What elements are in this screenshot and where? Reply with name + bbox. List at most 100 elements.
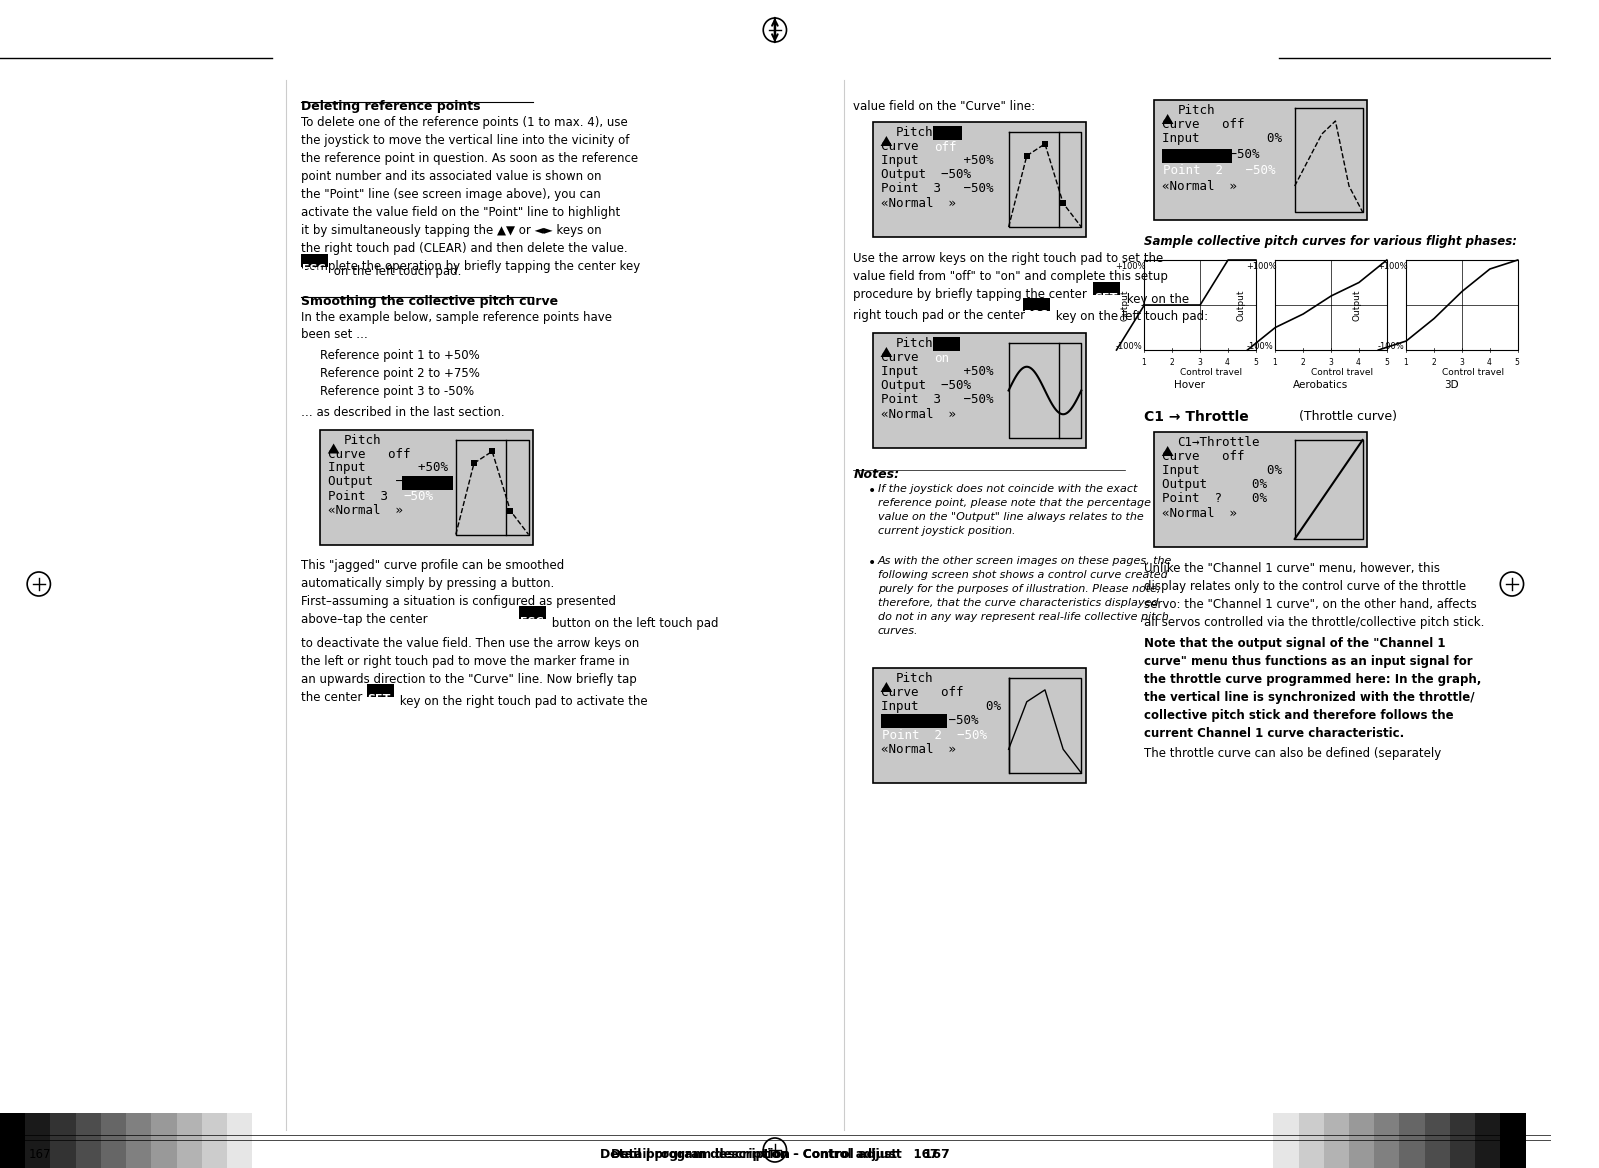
Text: Input       +50%: Input +50% [328, 461, 448, 474]
Bar [1500, 1113, 1525, 1168]
Text: C1→Throttle: C1→Throttle [1177, 436, 1260, 449]
Text: Output   −50%: Output −50% [881, 714, 979, 726]
Text: Output: Output [1236, 290, 1246, 321]
Text: Output   −50%: Output −50% [328, 475, 425, 488]
Text: Detail program description - Control adjust    167: Detail program description - Control adj… [611, 1148, 939, 1161]
Text: Input         0%: Input 0% [881, 700, 1001, 712]
Text: ESC: ESC [520, 617, 544, 627]
FancyBboxPatch shape [1154, 100, 1367, 220]
Text: on: on [934, 352, 948, 364]
Bar [507, 508, 513, 514]
Bar [1324, 1113, 1350, 1168]
Text: Point  3   −50%: Point 3 −50% [881, 392, 993, 406]
Text: Reference point 3 to -50%: Reference point 3 to -50% [320, 385, 475, 398]
Text: 3D: 3D [1444, 380, 1460, 390]
Text: «Normal  »: «Normal » [881, 197, 956, 210]
Text: Control travel: Control travel [1442, 368, 1505, 377]
FancyBboxPatch shape [873, 668, 1086, 783]
Text: button on the left touch pad: button on the left touch pad [548, 617, 718, 630]
Text: Curve   off: Curve off [1162, 450, 1244, 463]
Bar [101, 1113, 126, 1168]
Bar [1450, 1113, 1476, 1168]
Text: Point  3: Point 3 [328, 489, 403, 502]
Text: ESC: ESC [1023, 310, 1047, 320]
Text: Curve   off: Curve off [881, 686, 963, 698]
Text: «Normal  »: «Normal » [881, 408, 956, 420]
Text: Point  2   −50%: Point 2 −50% [1162, 164, 1276, 178]
Text: 4: 4 [1225, 359, 1230, 367]
Text: 3: 3 [1329, 359, 1334, 367]
Text: Hover: Hover [1174, 380, 1206, 390]
Bar [1273, 1113, 1298, 1168]
Text: 2: 2 [1431, 359, 1436, 367]
Text: •: • [868, 484, 876, 498]
Text: Reference point 2 to +75%: Reference point 2 to +75% [320, 368, 480, 381]
Text: As with the other screen images on these pages, the
following screen shot shows : As with the other screen images on these… [878, 556, 1172, 637]
Text: Note that the output signal of the "Channel 1
curve" menu thus functions as an i: Note that the output signal of the "Chan… [1145, 637, 1482, 741]
Text: Point  ?    0%: Point ? 0% [1162, 492, 1266, 505]
Text: -100%: -100% [1115, 342, 1142, 352]
Bar [403, 475, 453, 489]
Text: Output  −50%: Output −50% [881, 168, 971, 181]
Text: value field on the "Curve" line:: value field on the "Curve" line: [854, 100, 1036, 113]
Text: off: off [934, 141, 956, 154]
Text: If the joystick does not coincide with the exact
reference point, please note th: If the joystick does not coincide with t… [878, 484, 1151, 536]
Text: +100%: +100% [1115, 262, 1146, 271]
Text: (Throttle curve): (Throttle curve) [1298, 410, 1396, 423]
Text: Point  3   −50%: Point 3 −50% [881, 182, 993, 195]
Polygon shape [1162, 446, 1174, 456]
Bar [1298, 1113, 1324, 1168]
Text: Pitch: Pitch [344, 433, 381, 446]
Bar [253, 1113, 277, 1168]
Text: «Normal  »: «Normal » [881, 743, 956, 756]
Bar [472, 460, 477, 466]
Bar [1023, 298, 1051, 311]
Bar [26, 1113, 51, 1168]
Bar [227, 1113, 253, 1168]
Text: «Normal  »: «Normal » [328, 505, 403, 517]
Text: SET: SET [1094, 293, 1118, 303]
Text: ESC: ESC [302, 264, 325, 274]
Text: Smoothing the collective pitch curve: Smoothing the collective pitch curve [301, 294, 558, 307]
Text: 4: 4 [1487, 359, 1492, 367]
Polygon shape [1162, 114, 1174, 124]
Text: Control travel: Control travel [1180, 368, 1242, 377]
Text: «Normal  »: «Normal » [1162, 507, 1238, 520]
FancyBboxPatch shape [873, 121, 1086, 237]
Text: 2: 2 [1300, 359, 1305, 367]
FancyBboxPatch shape [1154, 432, 1367, 547]
Text: +100%: +100% [1377, 262, 1407, 271]
Text: Curve: Curve [881, 140, 934, 153]
Bar [1350, 1113, 1374, 1168]
Bar [0, 1113, 26, 1168]
Text: Output  −50%: Output −50% [881, 378, 971, 392]
Text: 5: 5 [1254, 359, 1258, 367]
Bar [301, 253, 328, 266]
Text: Curve   off: Curve off [1162, 118, 1244, 131]
Text: Use the arrow keys on the right touch pad to set the
value field from "off" to ": Use the arrow keys on the right touch pa… [854, 252, 1169, 301]
Text: 1: 1 [1404, 359, 1409, 367]
Text: to deactivate the value field. Then use the arrow keys on
the left or right touc: to deactivate the value field. Then use … [301, 637, 640, 704]
Text: Point  2  −50%: Point 2 −50% [881, 729, 987, 742]
Text: Input         0%: Input 0% [1162, 132, 1282, 145]
Bar [1374, 1113, 1399, 1168]
Text: Notes:: Notes: [854, 468, 900, 481]
Bar [1043, 141, 1047, 147]
Text: 3: 3 [1458, 359, 1465, 367]
Text: 5: 5 [1383, 359, 1390, 367]
Polygon shape [881, 682, 892, 691]
Text: Curve   off: Curve off [328, 447, 411, 460]
Text: -100%: -100% [1377, 342, 1404, 352]
Text: +100%: +100% [1246, 262, 1278, 271]
Bar [126, 1113, 152, 1168]
Text: key on the: key on the [1122, 293, 1190, 306]
Text: 167: 167 [29, 1148, 51, 1161]
Text: Unlike the "Channel 1 curve" menu, however, this
display relates only to the con: Unlike the "Channel 1 curve" menu, howev… [1145, 562, 1485, 630]
Bar [51, 1113, 75, 1168]
Bar [1425, 1113, 1450, 1168]
Text: Sample collective pitch curves for various flight phases:: Sample collective pitch curves for vario… [1145, 235, 1517, 248]
Text: Output   −50%: Output −50% [1162, 148, 1260, 161]
Text: Input         0%: Input 0% [1162, 464, 1282, 477]
Text: Output: Output [1121, 290, 1129, 321]
Text: •: • [868, 556, 876, 570]
